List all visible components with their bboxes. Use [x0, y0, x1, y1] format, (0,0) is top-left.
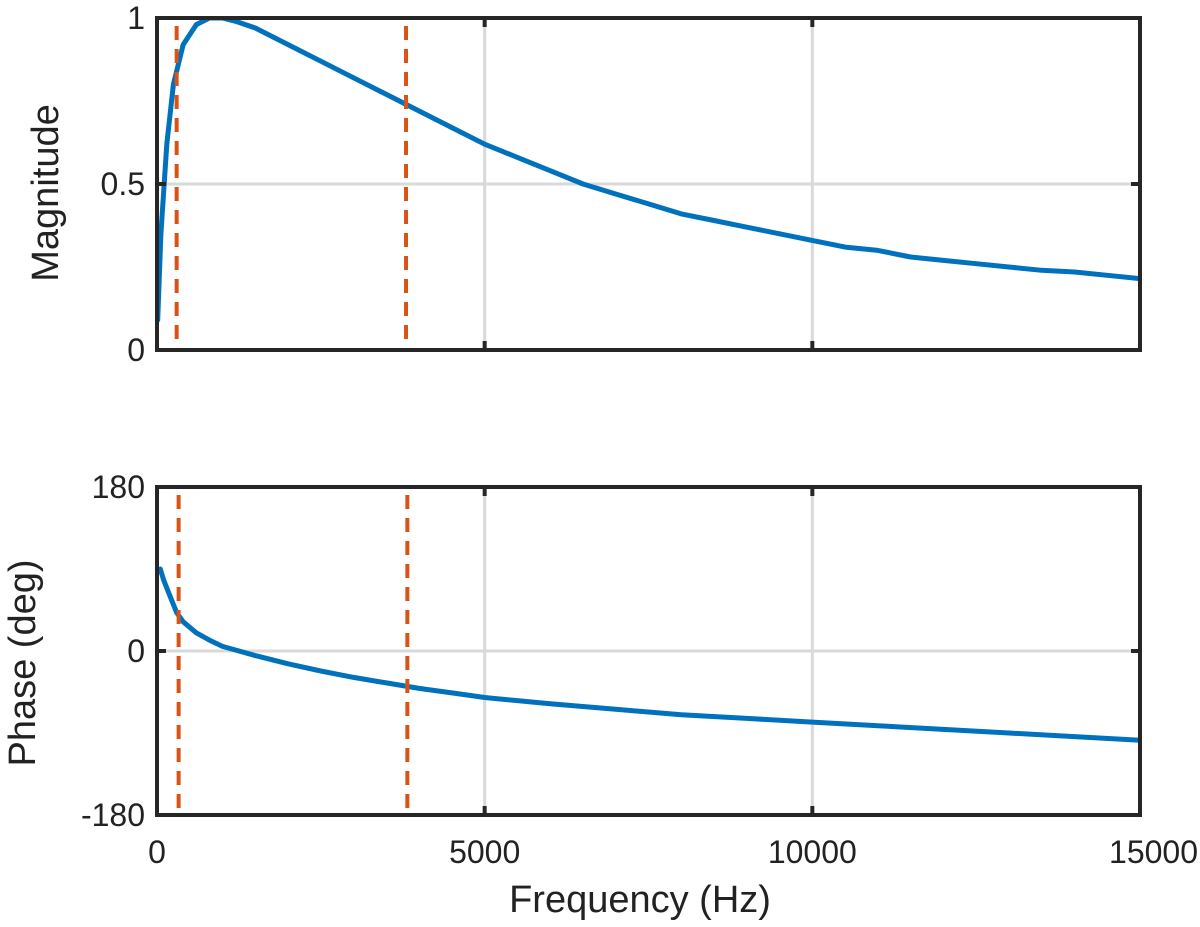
magnitude-y-tick-label: 0 [127, 332, 145, 368]
phase-x-tick-label: 5000 [449, 834, 520, 870]
phase-y-axis-label: Phase (deg) [2, 559, 44, 766]
phase-series-line [157, 566, 1140, 743]
magnitude-y-tick-label: 0.5 [101, 166, 145, 202]
magnitude-series-line [157, 18, 1140, 323]
phase-x-tick-label: 10000 [768, 834, 857, 870]
phase-y-tick-label: -180 [81, 797, 145, 833]
magnitude-y-axis-label: Magnitude [25, 104, 67, 281]
phase-y-tick-label: 180 [92, 469, 145, 505]
magnitude-panel: 00.51 [101, 0, 1142, 368]
phase-y-tick-label: 0 [127, 633, 145, 669]
phase-x-tick-label: 15000 [1109, 834, 1198, 870]
phase-x-tick-label: 0 [148, 834, 166, 870]
frequency-x-axis-label: Frequency (Hz) [509, 879, 771, 921]
magnitude-y-tick-label: 1 [127, 0, 145, 36]
